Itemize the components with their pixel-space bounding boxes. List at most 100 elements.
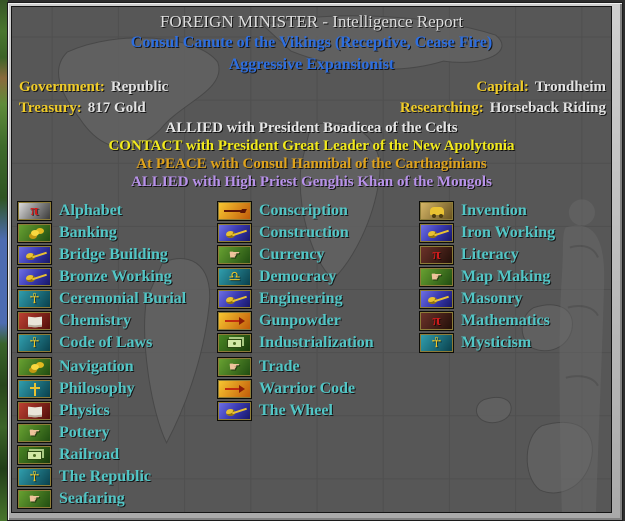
tech-item: π Alphabet <box>17 200 186 222</box>
tech-item: Bridge Building <box>17 244 186 266</box>
tech-item: Gunpowder <box>217 310 374 332</box>
tech-label: Ceremonial Burial <box>59 290 187 307</box>
tech-label: Philosophy <box>59 380 135 397</box>
tech-label: Alphabet <box>59 202 123 219</box>
tech-label: Iron Working <box>461 224 556 241</box>
tech-label: Mathematics <box>461 312 550 329</box>
hand-icon: ☛ <box>217 245 252 265</box>
capital-label: Capital: <box>476 79 529 95</box>
tech-item: Bronze Working <box>17 266 186 288</box>
tech-label: Pottery <box>59 424 110 441</box>
capital-stat: Capital: Trondheim <box>476 79 606 98</box>
ankh-icon: ☥ <box>17 289 52 309</box>
tech-column-3: Invention Iron Working π Literacy ☛ Map Makin… <box>419 200 555 354</box>
tech-label: Code of Laws <box>59 334 153 351</box>
ankh-icon: ☥ <box>17 467 52 487</box>
hand-icon: ☛ <box>17 423 52 443</box>
tech-label: Chemistry <box>59 312 131 329</box>
tech-grid: π Alphabet Banking Bridge Building Bronze Wo… <box>12 200 611 512</box>
stats-row-2: Treasury: 817 Gold Researching: Horseback … <box>19 100 606 119</box>
researching-value: Horseback Riding <box>489 100 606 116</box>
tech-label: Seafaring <box>59 490 125 507</box>
tech-item: Philosophy <box>17 378 186 400</box>
hand-icon: ☛ <box>217 357 252 377</box>
hand-icon: ☛ <box>17 489 52 509</box>
tech-item: Physics <box>17 400 186 422</box>
tech-item: Conscription <box>217 200 374 222</box>
tech-label: Bridge Building <box>59 246 168 263</box>
tech-label: Democracy <box>259 268 337 285</box>
rifle-icon <box>217 201 252 221</box>
tech-item: Chemistry <box>17 310 186 332</box>
tech-label: Literacy <box>461 246 519 263</box>
tools-icon <box>17 245 52 265</box>
tech-label: Navigation <box>59 358 134 375</box>
government-label: Government: <box>19 79 105 95</box>
government-value: Republic <box>110 79 169 95</box>
antique-map-background <box>12 7 611 512</box>
pi-icon: π <box>419 245 454 265</box>
report-content: FOREIGN MINISTER - Intelligence Report C… <box>12 7 611 512</box>
stats-row-1: Government: Republic Capital: Trondheim <box>19 79 606 98</box>
tech-item: ☛ Map Making <box>419 266 555 288</box>
tech-label: Banking <box>59 224 117 241</box>
ankh-icon: ☥ <box>17 333 52 353</box>
tech-item: Navigation <box>17 356 186 378</box>
tools-icon <box>419 289 454 309</box>
arrow-icon <box>217 379 252 399</box>
tech-label: Mysticism <box>461 334 532 351</box>
tools-icon <box>419 223 454 243</box>
relation-line: At PEACE with Consul Hannibal of the Car… <box>136 156 487 172</box>
tech-item: Iron Working <box>419 222 555 244</box>
tools-icon <box>217 401 252 421</box>
tech-label: The Republic <box>59 468 152 485</box>
ruler-line: Consul Canute of the Vikings (Receptive,… <box>130 34 493 51</box>
banknote-icon <box>17 445 52 465</box>
tech-item: Railroad <box>17 444 186 466</box>
tech-item: Masonry <box>419 288 555 310</box>
tech-item: ☥ Code of Laws <box>17 332 186 354</box>
relations-list: ALLIED with President Boadicea of the Ce… <box>12 119 611 191</box>
ankh-icon: ☥ <box>419 333 454 353</box>
tech-label: Bronze Working <box>59 268 172 285</box>
book-icon <box>17 311 52 331</box>
tech-item: Warrior Code <box>217 378 374 400</box>
tech-item: ☥ Mysticism <box>419 332 555 354</box>
treasury-stat: Treasury: 817 Gold <box>19 100 146 119</box>
tech-column-2: Conscription Construction ☛ Currency ♎ Democr… <box>217 200 374 422</box>
relation-line: ALLIED with President Boadicea of the Ce… <box>165 120 458 136</box>
banknote-icon <box>217 333 252 353</box>
tech-label: Map Making <box>461 268 551 285</box>
cross-icon <box>17 379 52 399</box>
tech-item: Construction <box>217 222 374 244</box>
tech-label: Physics <box>59 402 110 419</box>
tech-item: ♎ Democracy <box>217 266 374 288</box>
tech-label: Invention <box>461 202 527 219</box>
dialog-interior: FOREIGN MINISTER - Intelligence Report C… <box>11 6 612 513</box>
world-map-edge <box>0 0 8 521</box>
arrow-icon <box>217 311 252 331</box>
foreign-minister-dialog[interactable]: FOREIGN MINISTER - Intelligence Report C… <box>7 2 623 521</box>
tech-label: The Wheel <box>259 402 333 419</box>
coins-icon <box>17 357 52 377</box>
contraption-icon <box>419 201 454 221</box>
pi-icon: π <box>419 311 454 331</box>
tech-item: ☛ Seafaring <box>17 488 186 510</box>
tech-label: Railroad <box>59 446 120 463</box>
tech-label: Construction <box>259 224 349 241</box>
tech-label: Gunpowder <box>259 312 341 329</box>
tech-label: Trade <box>259 358 300 375</box>
tech-label: Engineering <box>259 290 343 307</box>
tools-icon <box>217 289 252 309</box>
treasury-label: Treasury: <box>19 100 82 116</box>
tech-item: Engineering <box>217 288 374 310</box>
tech-label: Industrialization <box>259 334 374 351</box>
tech-item: Industrialization <box>217 332 374 354</box>
page-title: FOREIGN MINISTER - Intelligence Report <box>159 12 464 31</box>
tech-column-1: π Alphabet Banking Bridge Building Bronze Wo… <box>17 200 186 510</box>
scales-icon: ♎ <box>217 267 252 287</box>
book-icon <box>17 401 52 421</box>
treasury-value: 817 Gold <box>87 100 146 116</box>
tech-item: ☛ Currency <box>217 244 374 266</box>
tech-item: ☥ Ceremonial Burial <box>17 288 186 310</box>
